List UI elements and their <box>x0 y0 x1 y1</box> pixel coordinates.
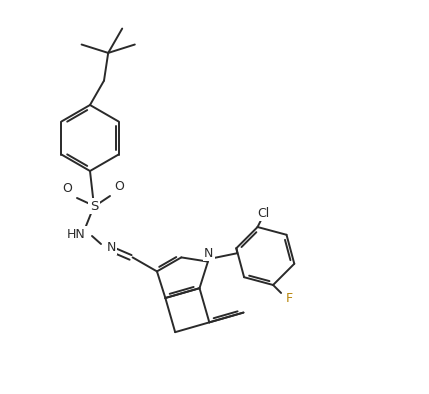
Text: F: F <box>286 292 293 305</box>
Text: N: N <box>106 240 116 253</box>
Text: N: N <box>204 247 214 260</box>
Text: S: S <box>90 199 98 212</box>
Text: O: O <box>114 180 124 193</box>
Text: Cl: Cl <box>257 206 270 219</box>
Text: O: O <box>62 182 72 195</box>
Text: HN: HN <box>66 227 85 240</box>
